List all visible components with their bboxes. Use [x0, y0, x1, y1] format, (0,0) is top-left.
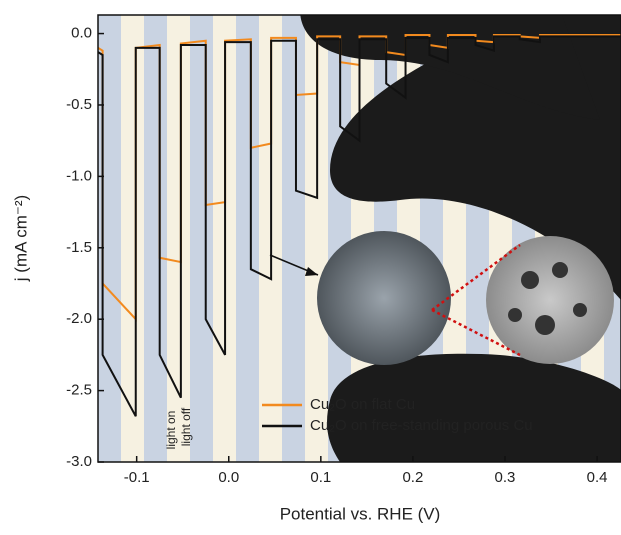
- background-stripe: [282, 15, 305, 462]
- plot-frame: [97, 14, 621, 463]
- y-tick-label: -1.0: [66, 167, 92, 184]
- x-tick-label: 0.3: [495, 469, 516, 486]
- annotation: light on: [164, 411, 178, 450]
- background-stripe: [121, 15, 144, 462]
- y-tick-label: 0.0: [71, 25, 92, 42]
- x-axis-label: Potential vs. RHE (V): [280, 504, 441, 523]
- series-line: [98, 35, 621, 417]
- y-tick-label: -3.0: [66, 453, 92, 470]
- legend-label: Cu₂O on free-standing porous Cu: [310, 417, 533, 434]
- background-stripe: [190, 15, 213, 462]
- y-tick-label: -0.5: [66, 96, 92, 113]
- y-axis-label: j (mA cm⁻²): [11, 195, 30, 282]
- x-tick-label: 0.4: [587, 469, 608, 486]
- background-stripe: [98, 15, 121, 462]
- x-tick-label: 0.0: [218, 469, 239, 486]
- x-tick-label: 0.2: [402, 469, 423, 486]
- x-tick-label: 0.1: [310, 469, 331, 486]
- legend-label: Cu₂O on flat Cu: [310, 396, 415, 413]
- background-stripe: [236, 15, 259, 462]
- y-tick-label: -2.5: [66, 382, 92, 399]
- background-stripe: [305, 15, 328, 462]
- series-line: [98, 33, 621, 322]
- y-tick-label: -2.0: [66, 310, 92, 327]
- x-tick-label: -0.1: [124, 469, 150, 486]
- y-tick-label: -1.5: [66, 239, 92, 256]
- background-stripe: [167, 15, 190, 462]
- photo: [269, 15, 621, 462]
- annotation: light off: [179, 407, 193, 446]
- background-stripe: [144, 15, 167, 462]
